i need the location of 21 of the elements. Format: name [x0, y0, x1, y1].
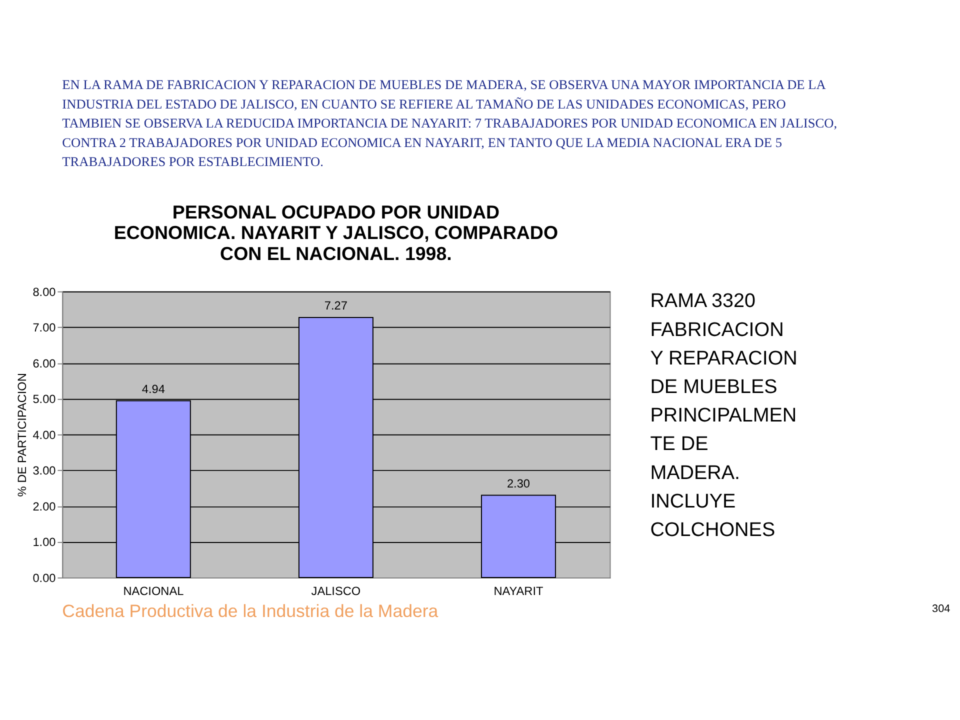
- y-tick-label: 0.00: [32, 570, 56, 585]
- y-tick-label: 3.00: [32, 464, 56, 478]
- chart-subtitle: EN LA RAMA DE FABRICACION Y REPARACION DE MUEBLES DE MADERA, SE OBSERVA UNA MAYOR IMPORTANCIA DE LA INDUSTRIA DEL ESTADO DE JALISCO, EN CUANTO SE REFIERE AL TAMAÑO DE LAS UNIDADES ECONOMICAS, PERO TAMBIEN SE OBSERVA LA REDUCIDA IMPORTANCIA DE NAYARIT: 7 TRABAJADORES POR UNIDAD ECONOMICA EN JALISCO, CONTRA 2 TRABAJADORES POR UNIDAD ECONOMICA EN NAYARIT, EN TANTO QUE LA MEDIA NACIONAL ERA DE 5 TRABAJADORES POR ESTABLECIMIENTO.: [62, 77, 838, 170]
- y-tick-label: 8.00: [32, 284, 56, 299]
- text: Cadena Productiva de la Industria de la Madera: [62, 600, 438, 621]
- y-tick-label: 6.00: [32, 356, 56, 370]
- y-tick-label: 1.00: [32, 535, 56, 550]
- text: RAMA 3320 FABRICACION Y REPARACION DE MUEBLES PRINCIPALMEN TE DE MADERA. INCLUYE COLCHONES: [650, 290, 798, 542]
- chart-title: PERSONAL OCUPADO POR UNIDAD ECONOMICA. NAYARIT Y JALISCO, COMPARADO CON EL NACIONAL. 1998.: [114, 201, 558, 264]
- x-tick-label: NAYARIT: [494, 584, 544, 598]
- data-label: 7.27: [324, 298, 348, 313]
- y-tick-label: 7.00: [32, 320, 56, 335]
- y-tick-label: 2.00: [32, 499, 56, 514]
- y-tick-label: 4.00: [32, 428, 56, 442]
- data-label: 4.94: [142, 382, 166, 396]
- x-tick-label: NACIONAL: [123, 584, 184, 598]
- y-axis-title: % DE PARTICIPACION: [14, 373, 29, 497]
- text: 304: [932, 603, 950, 616]
- x-tick-label: JALISCO: [311, 584, 361, 598]
- data-label: 2.30: [506, 476, 530, 490]
- y-tick-label: 5.00: [32, 392, 56, 406]
